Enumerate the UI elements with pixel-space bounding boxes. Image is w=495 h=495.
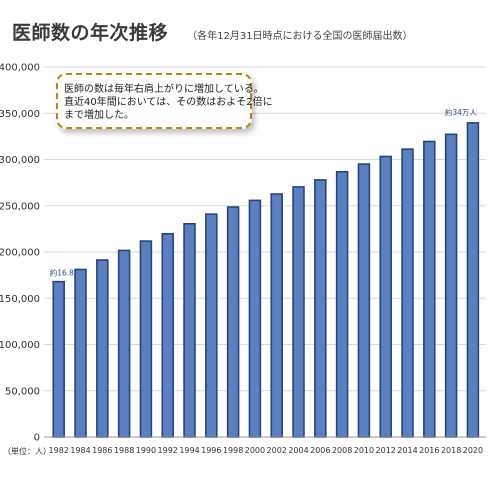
bar [248,199,262,438]
data-label-first: 約16.8万 [50,268,82,278]
x-tick-label: 2010 [354,446,374,455]
bar [117,249,131,438]
x-tick-label: 2000 [245,446,265,455]
bar [52,280,65,438]
bar [74,268,87,438]
y-tick-label: 50,000 [5,386,40,397]
bar [270,193,283,438]
x-tick-label: 1994 [179,446,199,455]
bar [444,133,458,438]
x-tick-label: 2020 [463,446,483,455]
chart-title: 医師数の年次推移 [12,22,169,44]
x-tick-label: 2018 [441,446,461,455]
callout-line-3: まで増加した。 [64,110,134,121]
data-label-last: 約34万人 [445,107,478,117]
bar [161,232,174,438]
y-tick-label: 400,000 [0,63,40,74]
bar [357,163,371,438]
unit-label: （単位：人） [3,446,51,456]
x-tick-label: 1996 [201,446,221,455]
x-tick-label: 1988 [114,446,134,455]
chart-subtitle: （各年12月31日時点における全国の医師届出数） [187,31,413,42]
x-tick-label: 1992 [158,446,178,455]
y-tick-label: 0 [34,433,40,444]
x-tick-label: 2006 [310,446,330,455]
title-area: 医師数の年次推移 （各年12月31日時点における全国の医師届出数） [12,18,413,45]
bar [205,213,218,438]
callout-box: 医師の数は毎年右肩上がりに増加している。 直近40年間においては、その数はおよそ… [56,73,273,129]
bar [423,140,436,438]
callout-line-1: 医師の数は毎年右肩上がりに増加している。 [64,84,264,95]
x-tick-label: 2014 [397,446,417,455]
y-tick-label: 100,000 [0,340,40,351]
bar [335,171,349,438]
x-tick-label: 2012 [376,446,396,455]
y-tick-label: 150,000 [0,294,40,305]
x-tick-label: 2002 [267,446,287,455]
x-tick-label: 1990 [136,446,156,455]
x-tick-label: 2004 [288,446,308,455]
bar [139,240,153,438]
y-tick-label: 250,000 [0,201,40,212]
callout-line-2: 直近40年間においては、その数はおよそ2倍に [64,97,273,108]
bar [292,186,305,438]
y-tick-label: 200,000 [0,248,40,259]
y-tick-label: 350,000 [0,109,40,120]
x-tick-label: 1986 [92,446,112,455]
x-tick-label: 1998 [223,446,243,455]
x-tick-label: 1982 [49,446,69,455]
bar [314,179,327,438]
y-tick-label: 300,000 [0,155,40,166]
x-tick-label: 2016 [419,446,439,455]
bar [466,122,480,438]
bar [226,206,240,438]
bar [379,155,392,438]
x-tick-label: 2008 [332,446,352,455]
bar [183,222,196,438]
bar [401,148,414,438]
x-tick-label: 1984 [70,446,90,455]
bar [96,259,109,438]
